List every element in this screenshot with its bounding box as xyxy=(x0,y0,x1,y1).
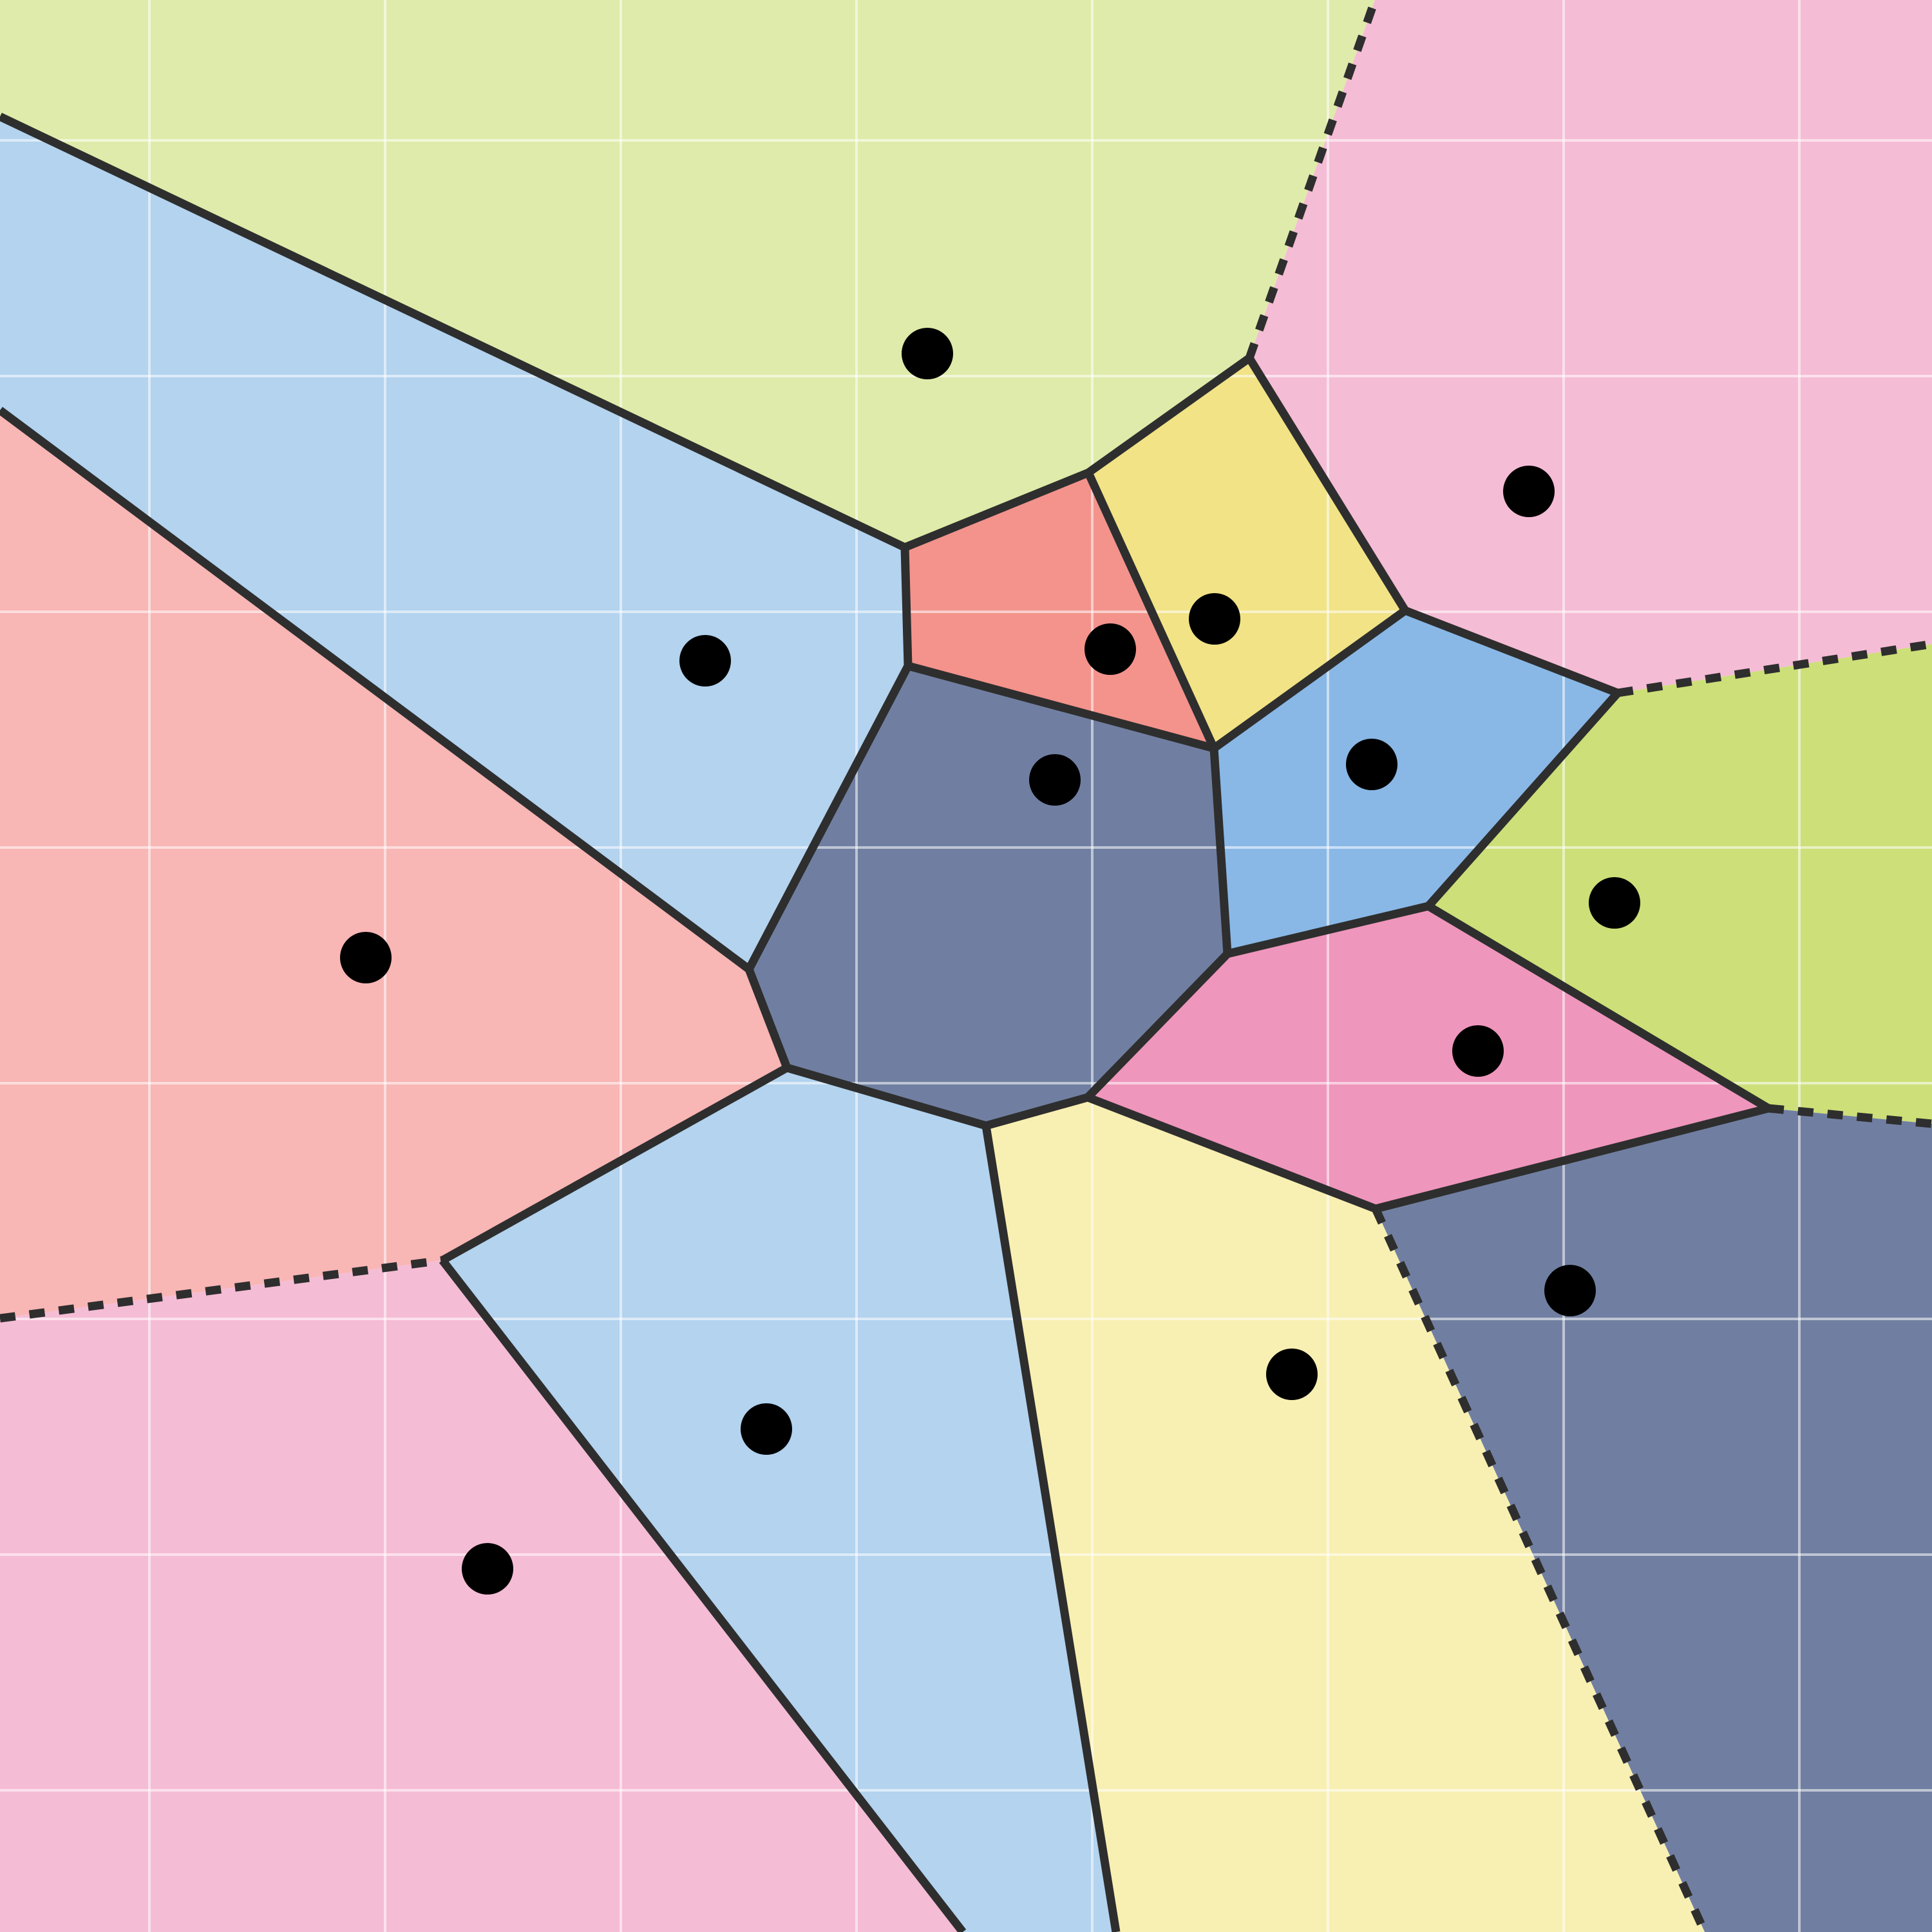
edge-solid xyxy=(1211,607,1408,752)
edge-solid xyxy=(439,1258,967,1932)
site-point xyxy=(1029,754,1081,806)
sites xyxy=(340,328,1640,1595)
cell-left xyxy=(0,410,787,1318)
edge-dashed xyxy=(0,1256,443,1323)
edge-solid xyxy=(907,661,1215,753)
edge-solid xyxy=(1245,355,1409,613)
cell-center-yellow xyxy=(1088,358,1405,748)
edge-dashed xyxy=(1372,1207,1709,1932)
site-point xyxy=(1084,623,1136,675)
edge-solid xyxy=(1226,902,1430,958)
edge-solid xyxy=(1084,951,1231,1101)
edge-solid xyxy=(0,406,752,973)
edge-solid xyxy=(903,468,1090,552)
site-point xyxy=(1346,739,1397,790)
site-point xyxy=(679,635,731,687)
edge-solid xyxy=(786,1063,987,1130)
cell-right-green xyxy=(1428,644,1932,1124)
cell-bottom-right-navy xyxy=(1376,1108,1932,1932)
site-point xyxy=(462,1543,513,1595)
site-point xyxy=(1589,877,1640,929)
cell-bottom-yellow xyxy=(986,1097,1705,1932)
edge-solid xyxy=(1403,606,1620,697)
edge-solid xyxy=(1086,354,1252,477)
cell-center-navy xyxy=(749,666,1227,1126)
edge-dashed xyxy=(1245,0,1379,360)
cell-center-blue xyxy=(1214,611,1618,954)
cell-top-right xyxy=(1249,0,1932,693)
site-point xyxy=(902,328,953,379)
edge-dashed xyxy=(1616,639,1932,697)
edge-solid xyxy=(745,663,912,972)
site-point xyxy=(340,932,392,983)
edge-solid xyxy=(1425,690,1621,909)
site-point xyxy=(1266,1349,1318,1400)
edge-solid xyxy=(1086,1093,1378,1213)
edge-solid xyxy=(744,967,791,1070)
site-point xyxy=(1452,1025,1504,1077)
site-point xyxy=(1503,466,1555,517)
cell-center-pink xyxy=(1088,906,1768,1209)
site-point xyxy=(741,1403,792,1455)
edge-solid xyxy=(985,1093,1089,1130)
cell-bottom-blue xyxy=(442,1068,1116,1932)
edge-solid xyxy=(1426,902,1771,1112)
edge-solid xyxy=(1209,748,1232,954)
edge-solid xyxy=(0,113,907,551)
edge-solid xyxy=(440,1064,790,1264)
site-point xyxy=(1544,1265,1596,1316)
cell-bottom-left-pink xyxy=(0,1260,963,1932)
cell-upper-left xyxy=(0,117,908,969)
edge-solid xyxy=(1084,471,1218,750)
site-point xyxy=(1189,593,1240,645)
edge-solid xyxy=(981,1124,1121,1932)
edge-solid xyxy=(900,547,913,667)
edge-solid xyxy=(1374,1104,1770,1213)
cell-top-center xyxy=(0,0,1375,547)
